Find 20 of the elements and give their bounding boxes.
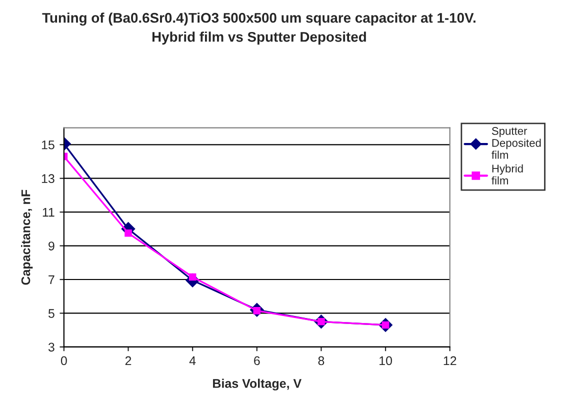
y-tick-label: 13	[42, 174, 54, 184]
legend-label: Hybrid film	[492, 164, 523, 184]
y-tick-label: 7	[48, 275, 54, 284]
y-tick-label: 11	[42, 208, 54, 217]
x-tick-label: 6	[254, 356, 260, 366]
y-axis-title: Capacitance, nF	[21, 190, 33, 285]
x-tick-label: 10	[380, 356, 392, 366]
x-tick-label: 12	[444, 356, 456, 366]
y-tick-label: 3	[48, 342, 54, 352]
x-tick-label: 4	[189, 356, 196, 366]
y-tick-label: 5	[48, 309, 54, 318]
x-tick-label: 2	[125, 356, 132, 366]
x-axis-title: Bias Voltage, V	[213, 378, 302, 390]
point	[124, 230, 132, 237]
x-tick-label: 8	[318, 356, 324, 366]
y-tick-label: 15	[42, 140, 54, 150]
y-tick-label: 9	[48, 242, 54, 250]
x-tick-label: 0	[60, 356, 67, 366]
legend-label: Sputter Deposited film	[492, 127, 541, 159]
chart-title: Tuning of (Ba0.6Sr0.4)TiO3 500x500 um square capacitor at 1-10V. Hybrid film vs Sputter Deposited	[42, 12, 476, 45]
